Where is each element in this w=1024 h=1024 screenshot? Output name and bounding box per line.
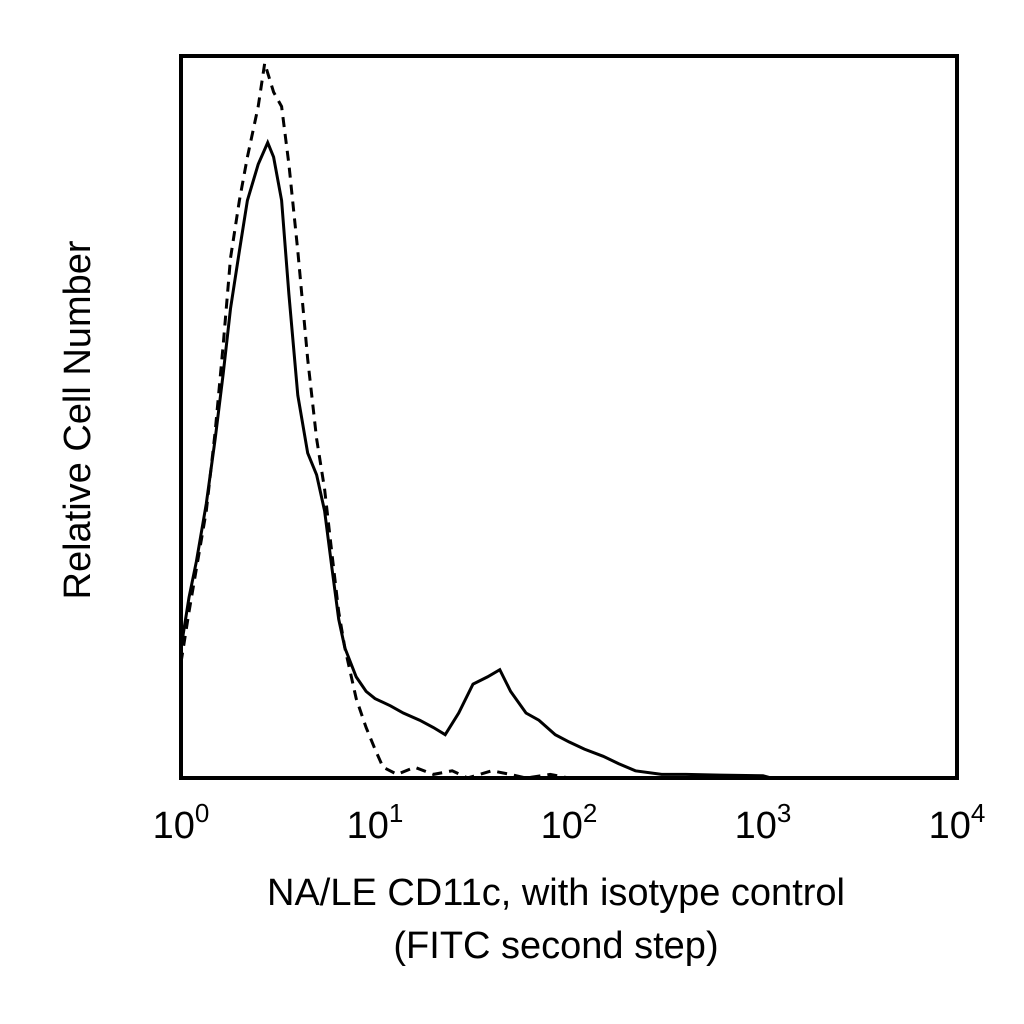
x-axis-ticks: 100 101 102 103 104 bbox=[153, 798, 986, 847]
plot-frame bbox=[179, 54, 959, 780]
cd11c-curve bbox=[179, 138, 772, 780]
x-tick-label: 102 bbox=[541, 798, 598, 847]
x-tick-label: 101 bbox=[347, 798, 404, 847]
x-tick-label: 103 bbox=[735, 798, 792, 847]
y-axis-label: Relative Cell Number bbox=[57, 240, 99, 599]
plot-curves bbox=[179, 62, 772, 780]
x-tick-label: 104 bbox=[929, 798, 986, 847]
isotype-control-curve bbox=[179, 62, 570, 780]
x-axis-label-line-1: NA/LE CD11c, with isotype control bbox=[267, 872, 845, 914]
x-axis-label-line-2: (FITC second step) bbox=[393, 925, 718, 967]
x-tick-label: 100 bbox=[153, 798, 210, 847]
